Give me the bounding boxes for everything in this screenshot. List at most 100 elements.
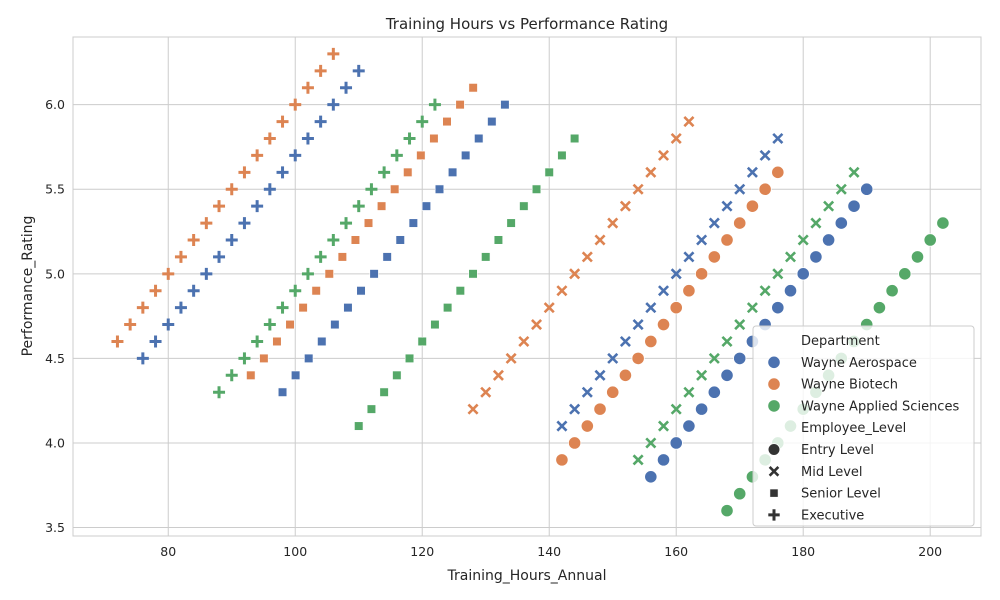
- y-tick-label: 4.5: [45, 351, 65, 366]
- data-point: [225, 369, 238, 382]
- series-executive: [213, 98, 441, 399]
- data-point: [238, 166, 251, 179]
- x-tick-label: 80: [160, 544, 176, 559]
- series-entry-level: [644, 182, 874, 484]
- data-point: [442, 116, 452, 127]
- data-point: [487, 116, 497, 127]
- data-point: [720, 368, 734, 382]
- y-tick-label: 6.0: [45, 97, 65, 112]
- data-point: [568, 436, 582, 450]
- data-point: [174, 250, 187, 263]
- data-point: [519, 201, 529, 211]
- data-point: [434, 184, 445, 194]
- data-point: [809, 250, 823, 264]
- series-senior-level: [277, 100, 510, 397]
- data-point: [213, 386, 226, 399]
- data-point: [390, 149, 403, 162]
- data-point: [543, 302, 555, 314]
- data-point: [632, 183, 644, 195]
- data-point: [343, 303, 353, 313]
- legend-entry-level: Senior Level: [801, 487, 881, 502]
- data-point: [682, 419, 696, 433]
- data-point: [251, 200, 264, 213]
- data-point: [480, 386, 492, 398]
- data-point: [823, 200, 835, 212]
- data-point: [276, 115, 289, 128]
- data-point: [645, 437, 657, 449]
- data-point: [631, 351, 645, 365]
- data-point: [376, 201, 387, 211]
- data-point: [644, 470, 658, 484]
- data-point: [314, 64, 327, 77]
- data-point: [447, 167, 458, 177]
- data-point: [860, 182, 874, 196]
- data-point: [369, 269, 379, 279]
- data-point: [136, 352, 149, 365]
- data-point: [263, 132, 276, 145]
- data-point: [594, 234, 606, 246]
- data-point: [733, 216, 747, 230]
- legend: Department Wayne Aerospace Wayne Biotech Wa…: [752, 325, 975, 527]
- data-point: [356, 286, 366, 296]
- data-point: [298, 303, 308, 313]
- data-point: [289, 149, 302, 162]
- data-point: [847, 199, 861, 213]
- data-point: [428, 98, 441, 111]
- data-point: [416, 150, 426, 161]
- data-point: [213, 200, 226, 213]
- legend-marker: [768, 466, 780, 477]
- data-point: [683, 116, 695, 128]
- data-point: [455, 100, 465, 110]
- data-point: [461, 150, 471, 161]
- data-point: [644, 334, 658, 349]
- data-point: [580, 419, 594, 433]
- data-point: [430, 319, 440, 330]
- data-point: [557, 150, 567, 161]
- data-point: [111, 335, 124, 348]
- x-axis-label: Training_Hours_Annual: [447, 568, 607, 584]
- data-point: [500, 100, 510, 110]
- legend-box: [752, 325, 975, 527]
- data-point: [327, 47, 340, 60]
- legend-marker: [768, 509, 780, 521]
- data-point: [696, 234, 708, 246]
- data-point: [834, 216, 848, 230]
- data-point: [340, 81, 353, 94]
- data-point: [421, 201, 432, 211]
- data-point: [720, 504, 734, 518]
- data-point: [923, 233, 937, 247]
- data-point: [670, 132, 682, 145]
- data-point: [746, 302, 758, 314]
- data-point: [619, 335, 631, 347]
- data-point: [301, 267, 314, 280]
- data-point: [695, 402, 709, 416]
- data-point: [531, 184, 542, 194]
- legend-marker: [767, 377, 781, 391]
- y-tick-label: 3.5: [45, 520, 65, 535]
- series-mid-level: [467, 116, 695, 415]
- data-point: [200, 217, 213, 230]
- data-point: [259, 353, 269, 363]
- data-point: [555, 453, 569, 467]
- data-point: [569, 268, 581, 280]
- data-point: [657, 285, 670, 297]
- data-point: [619, 200, 631, 212]
- data-point: [289, 284, 302, 297]
- data-point: [683, 386, 695, 398]
- data-point: [556, 285, 568, 297]
- data-point: [721, 335, 733, 347]
- data-point: [395, 235, 405, 245]
- data-point: [301, 81, 314, 94]
- legend-marker: [767, 443, 781, 456]
- data-point: [162, 267, 175, 280]
- data-point: [734, 319, 746, 331]
- data-point: [187, 233, 200, 246]
- legend-entry-department: Wayne Biotech: [801, 378, 898, 393]
- data-point: [365, 183, 378, 196]
- data-point: [213, 250, 226, 263]
- data-point: [340, 217, 353, 230]
- data-point: [936, 216, 950, 230]
- data-point: [606, 385, 620, 399]
- data-point: [594, 369, 606, 381]
- data-point: [797, 234, 809, 246]
